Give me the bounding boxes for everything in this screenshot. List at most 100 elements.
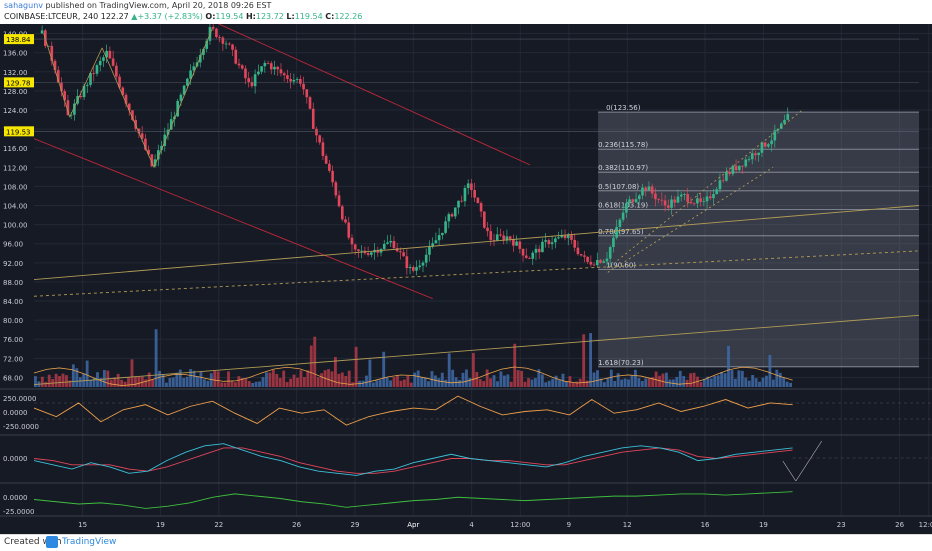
price-chart[interactable]: 0(123.56) 0.236(115.78) 0.382(110.97) 0.5(1… <box>0 22 932 534</box>
price-axis-label: 84.00 <box>3 298 23 306</box>
candle-body <box>302 83 305 90</box>
candle-body <box>50 45 54 61</box>
candle-body <box>156 150 160 160</box>
candle-body <box>115 65 118 77</box>
volume-bar <box>399 380 403 387</box>
volume-bar <box>178 369 182 387</box>
candle-body <box>111 58 115 66</box>
volume-bar <box>727 345 730 387</box>
candle-body <box>686 194 689 202</box>
candle-body <box>215 28 218 38</box>
candle-body <box>231 44 234 50</box>
volume-bar <box>75 368 79 387</box>
wedge-1-line <box>43 33 71 118</box>
volume-bar <box>309 345 313 387</box>
candle-body <box>240 65 244 69</box>
candle-body <box>473 190 476 198</box>
volume-bar <box>599 378 603 387</box>
candle-body <box>402 252 405 257</box>
wedge-4-line <box>153 28 213 168</box>
price-axis-label: 76.00 <box>3 336 23 344</box>
volume-bar <box>102 370 106 387</box>
candle-body <box>779 123 783 129</box>
volume-bar <box>647 378 651 387</box>
volume-bar <box>251 382 255 387</box>
volume-bar <box>154 329 158 387</box>
price-axis-label: 104.00 <box>3 203 28 211</box>
tradingview-logo-icon <box>46 536 58 548</box>
candle-body <box>399 251 402 253</box>
candle-body <box>605 258 609 262</box>
candle-body <box>376 249 380 253</box>
volume-bar <box>709 378 713 387</box>
volume-bar <box>361 380 365 387</box>
oscillator-3-axis-label: 0.0000 <box>3 494 28 502</box>
volume-bar <box>68 380 72 387</box>
candle-body <box>389 240 393 243</box>
author-link[interactable]: sahagunv <box>4 1 43 10</box>
candle-body <box>492 240 496 241</box>
candle-body <box>182 85 186 95</box>
fib-level-label: 0.786(97.65) <box>598 228 644 236</box>
candle-body <box>705 196 709 202</box>
time-axis-label: 29 <box>350 521 359 529</box>
volume-bar <box>730 369 734 387</box>
volume-bar <box>699 382 703 387</box>
time-axis-label: 12:00 <box>919 521 932 529</box>
volume-bar <box>168 377 172 387</box>
volume-bar <box>185 376 189 387</box>
candle-body <box>211 26 215 29</box>
candle-body <box>663 200 667 206</box>
volume-bar <box>661 373 665 387</box>
candle-body <box>150 154 154 167</box>
volume-bar <box>444 379 448 387</box>
candle-body <box>176 100 179 117</box>
tradingview-brand[interactable]: TradingView <box>62 537 117 547</box>
volume-bar <box>230 380 234 387</box>
volume-bar <box>44 381 48 387</box>
volume-bar <box>558 379 561 387</box>
volume-bar <box>768 354 772 387</box>
candle-body <box>382 243 386 249</box>
candle-body <box>528 257 531 259</box>
oscillator-1-axis-label: 250.0000 <box>3 395 36 403</box>
volume-bar <box>506 374 510 387</box>
fib-level-label: 0.236(115.78) <box>598 141 648 149</box>
volume-bar <box>223 382 227 387</box>
volume-bar <box>440 372 444 387</box>
price-axis-label: 124.00 <box>3 107 28 115</box>
volume-bar <box>330 371 334 387</box>
volume-bar <box>468 378 472 387</box>
volume-bar <box>706 376 710 387</box>
volume-bar <box>340 372 344 387</box>
candle-body <box>541 241 544 253</box>
volume-bar <box>271 369 275 387</box>
candle-body <box>289 78 292 82</box>
volume-bar <box>689 373 693 387</box>
chart-area[interactable]: 0(123.56) 0.236(115.78) 0.382(110.97) 0.5(1… <box>0 22 932 534</box>
volume-bar <box>316 377 320 387</box>
candle-body <box>670 199 673 208</box>
candle-body <box>699 198 702 202</box>
candle-body <box>279 69 283 74</box>
candle-body <box>441 232 444 236</box>
candle-body <box>621 212 625 220</box>
volume-bar <box>34 376 37 387</box>
volume-bar <box>775 369 779 387</box>
price-axis-label: 116.00 <box>3 145 28 153</box>
volume-bar <box>244 378 248 387</box>
volume-bar <box>509 381 513 387</box>
candle-body <box>679 194 683 197</box>
candle-body <box>366 253 370 255</box>
volume-bar <box>299 370 303 387</box>
candle-body <box>557 237 560 239</box>
candle-body <box>750 153 754 160</box>
volume-bar <box>554 375 558 387</box>
candle-body <box>634 199 638 203</box>
candle-body <box>224 43 228 45</box>
volume-bar <box>620 379 624 387</box>
candle-body <box>328 163 331 171</box>
candle-body <box>660 199 664 201</box>
volume-bar <box>778 372 782 387</box>
candle-body <box>282 73 286 76</box>
